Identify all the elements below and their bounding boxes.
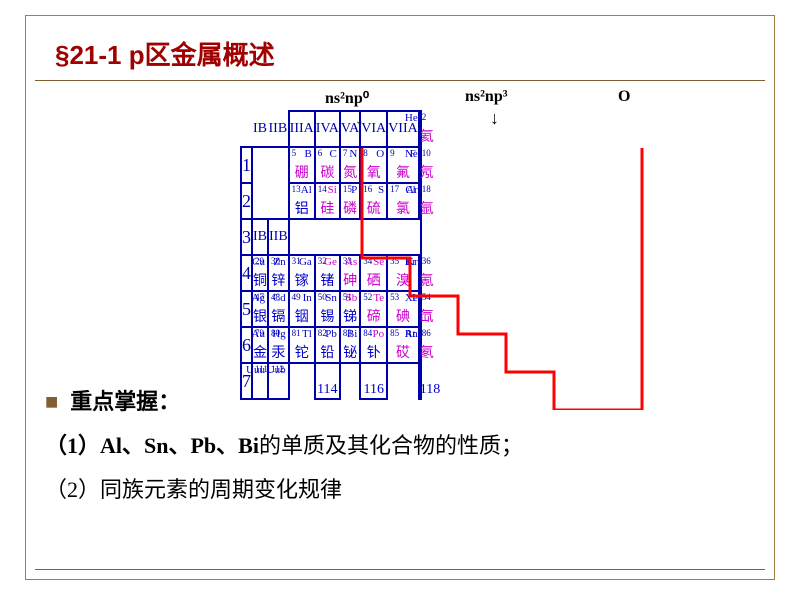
cell-pb: 82Pb铅 bbox=[315, 327, 340, 363]
cell-hg: 80Hg汞 bbox=[268, 327, 289, 363]
content-area: ■ 重点掌握： （1）Al、Sn、Pb、Bi的单质及其化合物的性质； （2）同族元… bbox=[45, 380, 523, 512]
group-iib-2: IIB bbox=[268, 219, 289, 255]
slide-title: §21-1 p区金属概述 bbox=[55, 35, 275, 72]
period-4b-row: 4 29Cu铜30Zn锌31Ga镓32Ge锗33As砷34Se硒35Br溴36K… bbox=[241, 255, 421, 291]
period-6-row: 6 79Au金80Hg汞81Tl铊82Pb铅83Bi铋84Po钋85At砹86R… bbox=[241, 327, 421, 363]
line1-pre: （1） bbox=[45, 433, 100, 458]
annotation-ns2np0: ns²np⁰ bbox=[325, 88, 369, 108]
cell-c: 6C碳 bbox=[315, 147, 340, 183]
divider-top bbox=[35, 80, 765, 81]
row-1: 1 bbox=[241, 147, 252, 183]
cell-n: 7N氮 bbox=[340, 147, 360, 183]
cell-rn: 86Rn氡 bbox=[419, 327, 421, 363]
header-row: IB IIB IIIA IVA VA VIA VIIA 2He氦 bbox=[241, 111, 421, 147]
cell-ge: 32Ge锗 bbox=[315, 255, 340, 291]
cell-xe: 54Xe氙 bbox=[419, 291, 421, 327]
cell-au: 79Au金 bbox=[252, 327, 268, 363]
cell-ar: 18Ar氩 bbox=[419, 183, 421, 219]
cell-sn: 50Sn锡 bbox=[315, 291, 340, 327]
cell-p: 15P磷 bbox=[340, 183, 360, 219]
cell-tl: 81Tl铊 bbox=[289, 327, 315, 363]
group-iva: IVA bbox=[315, 111, 340, 147]
line1-post: 的单质及其化合物的性质； bbox=[259, 433, 523, 458]
group-iib: IIB bbox=[268, 111, 289, 147]
cell-bi: 83Bi铋 bbox=[340, 327, 360, 363]
group-ib: IB bbox=[252, 111, 268, 147]
cell-s: 16S硫 bbox=[360, 183, 387, 219]
cell-al: 13Al铝 bbox=[289, 183, 315, 219]
line1-bold: Al、Sn、Pb、Bi bbox=[100, 433, 259, 458]
cell-po: 84Po钋 bbox=[360, 327, 387, 363]
cell-cu: 29Cu铜 bbox=[252, 255, 268, 291]
cell-ne: 10Ne氖 bbox=[419, 147, 421, 183]
group-via: VIA bbox=[360, 111, 387, 147]
cell-cd: 48Cd镉 bbox=[268, 291, 289, 327]
row-5: 5 bbox=[241, 291, 252, 327]
cell-te: 52Te碲 bbox=[360, 291, 387, 327]
cell-he: 2He氦 bbox=[419, 111, 421, 147]
cell-zn: 30Zn锌 bbox=[268, 255, 289, 291]
row-3: 3 bbox=[241, 219, 252, 255]
cell-sb: 51Sb锑 bbox=[340, 291, 360, 327]
row-2: 2 bbox=[241, 183, 252, 219]
row-4: 4 bbox=[241, 255, 252, 291]
annotation-o: O bbox=[618, 88, 630, 106]
heading-text: 重点掌握： bbox=[70, 389, 180, 414]
group-iiia: IIIA bbox=[289, 111, 315, 147]
divider-bottom bbox=[35, 569, 765, 570]
arrow-down-right: ↓ bbox=[490, 108, 499, 129]
periodic-grid: IB IIB IIIA IVA VA VIA VIIA 2He氦 1 5B硼6C… bbox=[240, 110, 422, 400]
bullet-icon: ■ bbox=[45, 389, 58, 414]
group-va: VA bbox=[340, 111, 360, 147]
cell-si: 14Si硅 bbox=[315, 183, 340, 219]
content-heading: ■ 重点掌握： bbox=[45, 380, 523, 424]
cell-in: 49In铟 bbox=[289, 291, 315, 327]
period-2-row: 1 5B硼6C碳7N氮8O氧9F氟10Ne氖 bbox=[241, 147, 421, 183]
row-6: 6 bbox=[241, 327, 252, 363]
period-4-row: 3 IB IIB bbox=[241, 219, 421, 255]
cell-ag: 47Ag银 bbox=[252, 291, 268, 327]
content-line2: （2）同族元素的周期变化规律 bbox=[45, 468, 523, 512]
cell-se: 34Se硒 bbox=[360, 255, 387, 291]
content-line1: （1）Al、Sn、Pb、Bi的单质及其化合物的性质； bbox=[45, 424, 523, 468]
cell-as: 33As砷 bbox=[340, 255, 360, 291]
cell-kr: 36Kr氪 bbox=[419, 255, 421, 291]
annotation-ns2np3: ns²np³ bbox=[465, 88, 508, 106]
period-5-row: 5 47Ag银48Cd镉49In铟50Sn锡51Sb锑52Te碲53I碘54Xe… bbox=[241, 291, 421, 327]
cell-b: 5B硼 bbox=[289, 147, 315, 183]
cell-ga: 31Ga镓 bbox=[289, 255, 315, 291]
cell-o: 8O氧 bbox=[360, 147, 387, 183]
group-ib-2: IB bbox=[252, 219, 268, 255]
